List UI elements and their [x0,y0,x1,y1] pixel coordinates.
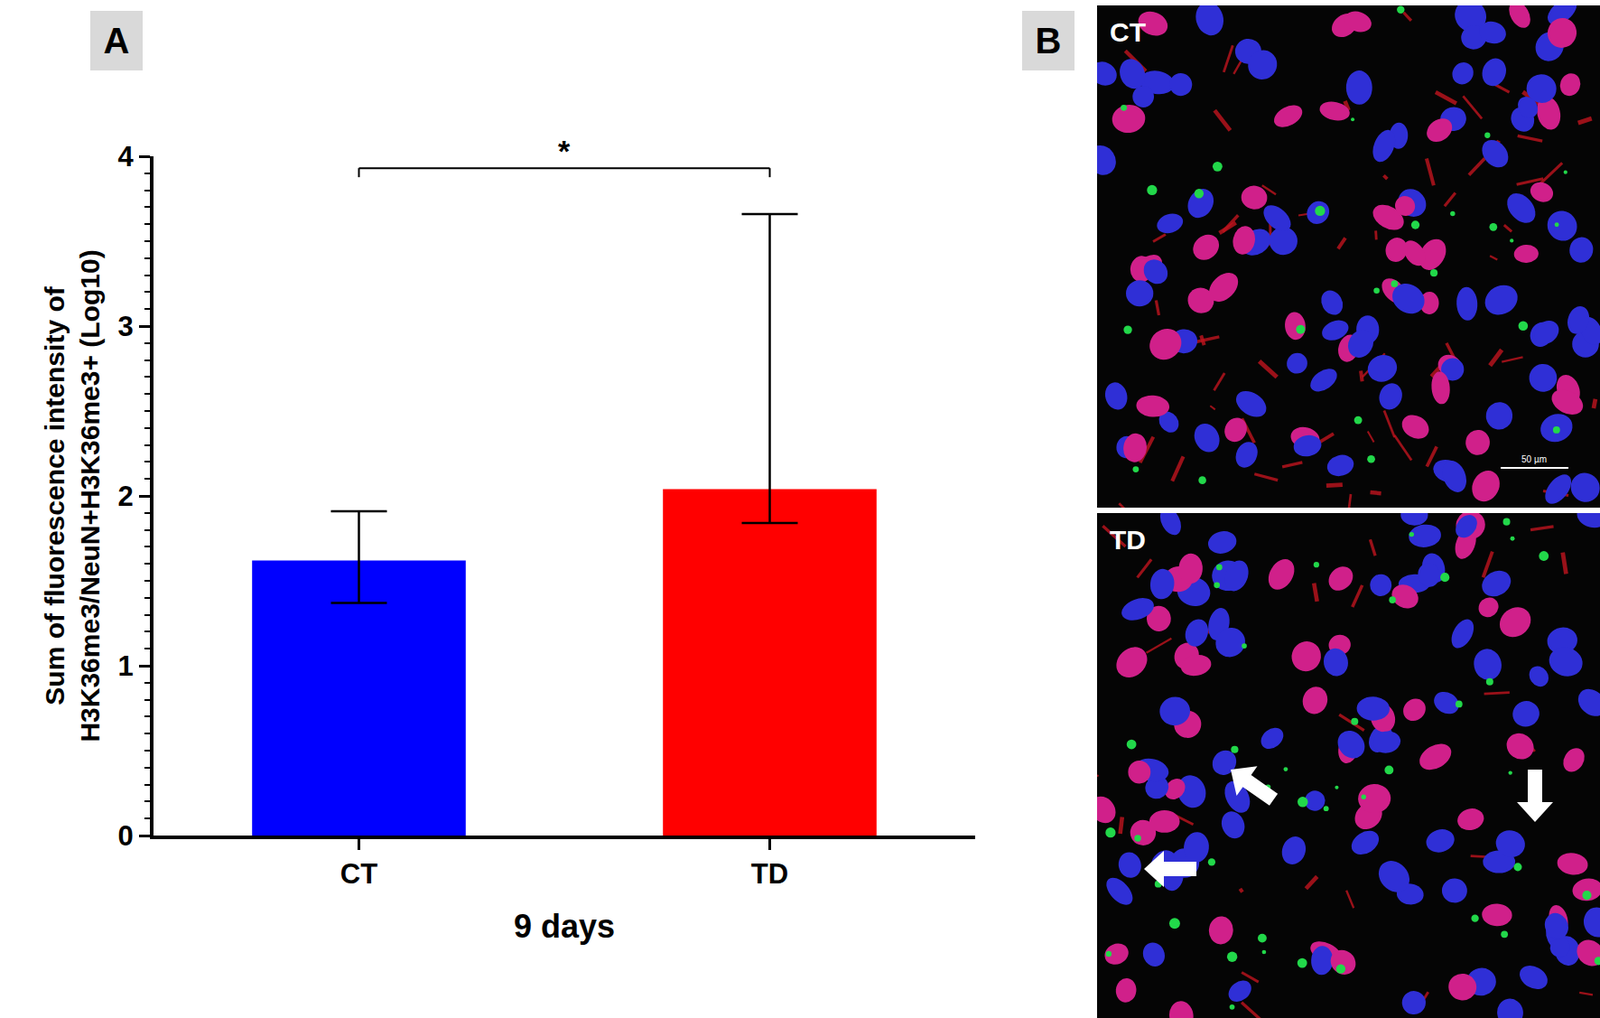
svg-text:3: 3 [118,310,134,343]
svg-text:50 µm: 50 µm [1521,454,1547,465]
svg-text:Sum of fluorescence intensity: Sum of fluorescence intensity ofH3K36me3… [39,249,105,742]
html-text:A: A [103,20,130,61]
svg-text:0: 0 [118,819,134,852]
svg-text:TD: TD [1109,524,1146,555]
svg-text:4: 4 [118,140,135,173]
svg-text:TD: TD [751,857,789,890]
svg-text:CT: CT [340,857,378,890]
svg-text:1: 1 [118,650,134,682]
svg-text:*: * [558,133,571,168]
html-text:B: B [1035,20,1062,61]
svg-text:2: 2 [118,480,134,512]
svg-text:9 days: 9 days [513,907,615,945]
svg-text:CT: CT [1109,17,1146,47]
